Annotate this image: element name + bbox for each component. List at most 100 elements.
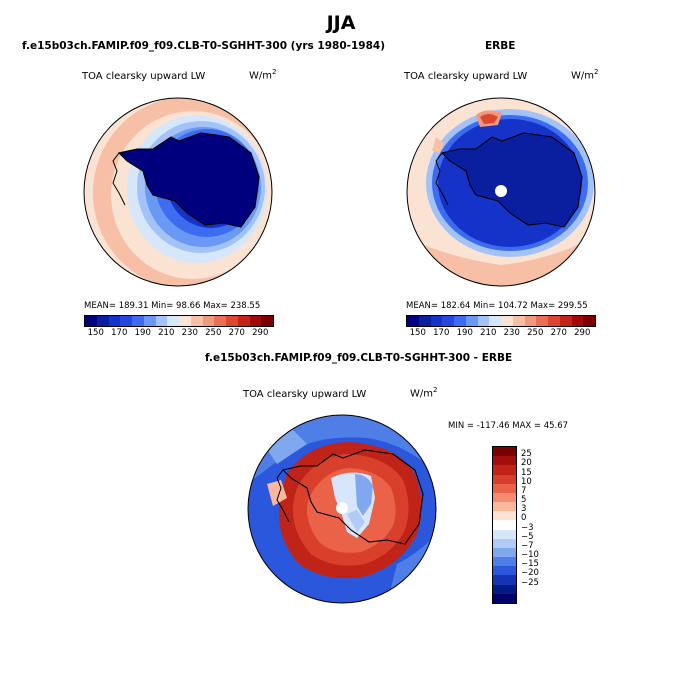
colorbar-swatch bbox=[524, 316, 537, 326]
colorbar-tick-label: 190 bbox=[134, 328, 151, 338]
colorbar-swatch bbox=[143, 316, 156, 326]
colorbar-swatch bbox=[493, 447, 516, 457]
obs-units-label: W/m2 bbox=[571, 68, 599, 82]
colorbar-swatch bbox=[493, 575, 516, 585]
colorbar-swatch bbox=[261, 316, 273, 326]
colorbar-tick-label: 250 bbox=[205, 328, 222, 338]
model-colorbar bbox=[84, 315, 274, 327]
obs-polar-map bbox=[406, 97, 596, 287]
colorbar-tick-label: 270 bbox=[228, 328, 245, 338]
colorbar-swatch bbox=[167, 316, 179, 326]
colorbar-swatch bbox=[501, 316, 513, 326]
colorbar-swatch bbox=[571, 316, 584, 326]
obs-stats: MEAN= 182.64 Min= 104.72 Max= 299.55 bbox=[406, 301, 588, 311]
diff-units-label: W/m2 bbox=[410, 386, 438, 400]
colorbar-tick-label: −10 bbox=[521, 550, 539, 561]
diff-variable-label: TOA clearsky upward LW bbox=[243, 389, 367, 400]
model-variable-label: TOA clearsky upward LW bbox=[82, 71, 206, 82]
diff-polar-map bbox=[247, 414, 437, 604]
colorbar-swatch bbox=[442, 316, 454, 326]
colorbar-swatch bbox=[477, 316, 490, 326]
diff-minmax: MIN = -117.46 MAX = 45.67 bbox=[448, 421, 569, 431]
colorbar-swatch bbox=[512, 316, 525, 326]
colorbar-swatch bbox=[430, 316, 443, 326]
colorbar-swatch bbox=[493, 566, 516, 576]
colorbar-tick-label: −5 bbox=[521, 531, 534, 542]
colorbar-swatch bbox=[96, 316, 109, 326]
colorbar-swatch bbox=[493, 538, 516, 548]
diff-panel-title: f.e15b03ch.FAMIP.f09_f09.CLB-T0-SGHHT-30… bbox=[205, 352, 513, 364]
colorbar-swatch bbox=[202, 316, 215, 326]
figure-title: JJA bbox=[326, 12, 356, 34]
colorbar-tick-label: 10 bbox=[521, 476, 532, 487]
colorbar-tick-label: 230 bbox=[503, 328, 520, 338]
colorbar-swatch bbox=[132, 316, 144, 326]
colorbar-swatch bbox=[493, 593, 516, 603]
obs-variable-label: TOA clearsky upward LW bbox=[404, 71, 528, 82]
colorbar-swatch bbox=[493, 502, 516, 512]
colorbar-tick-label: 210 bbox=[480, 328, 497, 338]
colorbar-swatch bbox=[226, 316, 238, 326]
colorbar-tick-label: −7 bbox=[521, 540, 534, 551]
colorbar-swatch bbox=[583, 316, 595, 326]
colorbar-tick-label: 290 bbox=[252, 328, 269, 338]
colorbar-swatch bbox=[489, 316, 501, 326]
colorbar-swatch bbox=[548, 316, 560, 326]
colorbar-tick-label: −3 bbox=[521, 522, 534, 533]
colorbar-tick-label: 25 bbox=[521, 449, 532, 460]
colorbar-swatch bbox=[493, 520, 516, 530]
colorbar-tick-label: 15 bbox=[521, 467, 532, 478]
colorbar-swatch bbox=[493, 557, 516, 567]
colorbar-swatch bbox=[493, 474, 516, 484]
colorbar-swatch bbox=[108, 316, 121, 326]
diff-colorbar bbox=[492, 446, 517, 604]
colorbar-tick-label: 150 bbox=[87, 328, 104, 338]
colorbar-tick-label: −25 bbox=[521, 577, 539, 588]
colorbar-tick-label: 170 bbox=[433, 328, 450, 338]
colorbar-swatch bbox=[493, 547, 516, 558]
colorbar-swatch bbox=[493, 465, 516, 475]
colorbar-tick-label: 0 bbox=[521, 513, 527, 524]
colorbar-tick-label: 250 bbox=[527, 328, 544, 338]
colorbar-swatch bbox=[155, 316, 168, 326]
colorbar-swatch bbox=[454, 316, 466, 326]
model-stats: MEAN= 189.31 Min= 98.66 Max= 238.55 bbox=[84, 301, 261, 311]
colorbar-tick-label: 5 bbox=[521, 495, 527, 506]
colorbar-tick-label: 230 bbox=[181, 328, 198, 338]
obs-panel-title: ERBE bbox=[485, 40, 516, 52]
colorbar-tick-label: 3 bbox=[521, 504, 527, 515]
colorbar-swatch bbox=[85, 316, 97, 326]
colorbar-swatch bbox=[493, 529, 516, 539]
colorbar-tick-label: 20 bbox=[521, 458, 532, 469]
colorbar-tick-label: 7 bbox=[521, 485, 527, 496]
colorbar-swatch bbox=[214, 316, 226, 326]
colorbar-tick-label: 170 bbox=[111, 328, 128, 338]
colorbar-swatch bbox=[249, 316, 262, 326]
obs-colorbar bbox=[406, 315, 596, 327]
colorbar-swatch bbox=[120, 316, 132, 326]
diff-colorbar-ticks: 25 20 15 10 7 5 3 0 −3 −5 −7 −10 −15 −20 −25 bbox=[521, 446, 561, 602]
colorbar-tick-label: 210 bbox=[158, 328, 175, 338]
colorbar-swatch bbox=[418, 316, 431, 326]
colorbar-swatch bbox=[493, 483, 516, 493]
colorbar-swatch bbox=[179, 316, 191, 326]
model-polar-map bbox=[83, 97, 273, 287]
colorbar-swatch bbox=[559, 316, 572, 326]
colorbar-swatch bbox=[493, 511, 516, 521]
colorbar-tick-label: 290 bbox=[574, 328, 591, 338]
colorbar-swatch bbox=[493, 456, 516, 466]
colorbar-tick-label: 190 bbox=[456, 328, 473, 338]
colorbar-tick-label: 150 bbox=[409, 328, 426, 338]
colorbar-swatch bbox=[465, 316, 478, 326]
colorbar-tick-label: 270 bbox=[550, 328, 567, 338]
colorbar-swatch bbox=[407, 316, 419, 326]
colorbar-swatch bbox=[190, 316, 203, 326]
colorbar-tick-label: −15 bbox=[521, 559, 539, 570]
colorbar-tick-label: −20 bbox=[521, 568, 539, 579]
colorbar-swatch bbox=[493, 584, 516, 594]
model-units-label: W/m2 bbox=[249, 68, 277, 82]
colorbar-swatch bbox=[493, 492, 516, 503]
colorbar-swatch bbox=[237, 316, 250, 326]
model-panel-title: f.e15b03ch.FAMIP.f09_f09.CLB-T0-SGHHT-30… bbox=[22, 40, 386, 52]
colorbar-swatch bbox=[536, 316, 548, 326]
